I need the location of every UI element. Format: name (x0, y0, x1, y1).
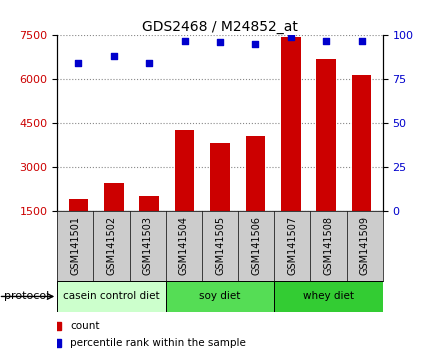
Text: GSM141503: GSM141503 (143, 216, 153, 275)
Bar (274, 281, 383, 312)
Title: GDS2468 / M24852_at: GDS2468 / M24852_at (142, 21, 298, 34)
Bar (352, 75, 371, 211)
Text: soy diet: soy diet (199, 291, 241, 302)
Bar (281, 37, 301, 211)
Point (181, 38, 188, 44)
Point (216, 40, 224, 45)
Text: count: count (70, 321, 100, 331)
Text: GSM141507: GSM141507 (287, 216, 297, 275)
Point (252, 41, 259, 47)
Text: GSM141505: GSM141505 (215, 216, 225, 275)
Bar (210, 143, 230, 211)
Bar (104, 183, 124, 211)
Text: GSM141501: GSM141501 (70, 216, 80, 275)
Point (146, 61, 153, 66)
Text: GSM141509: GSM141509 (360, 216, 370, 275)
Text: whey diet: whey diet (303, 291, 354, 302)
Point (323, 38, 330, 44)
Text: GSM141506: GSM141506 (251, 216, 261, 275)
Text: GSM141504: GSM141504 (179, 216, 189, 275)
Bar (316, 59, 336, 211)
Point (287, 34, 294, 40)
Text: percentile rank within the sample: percentile rank within the sample (70, 338, 246, 348)
Bar (175, 130, 194, 211)
Text: casein control diet: casein control diet (63, 291, 160, 302)
Text: GSM141502: GSM141502 (106, 216, 117, 275)
Point (75, 61, 82, 66)
Point (110, 53, 117, 59)
Text: GSM141508: GSM141508 (323, 216, 334, 275)
Bar (246, 136, 265, 211)
Bar (57, 281, 166, 312)
Point (358, 38, 365, 44)
Bar (139, 196, 159, 211)
Text: protocol: protocol (4, 291, 50, 302)
Bar (69, 199, 88, 211)
Bar (166, 281, 274, 312)
